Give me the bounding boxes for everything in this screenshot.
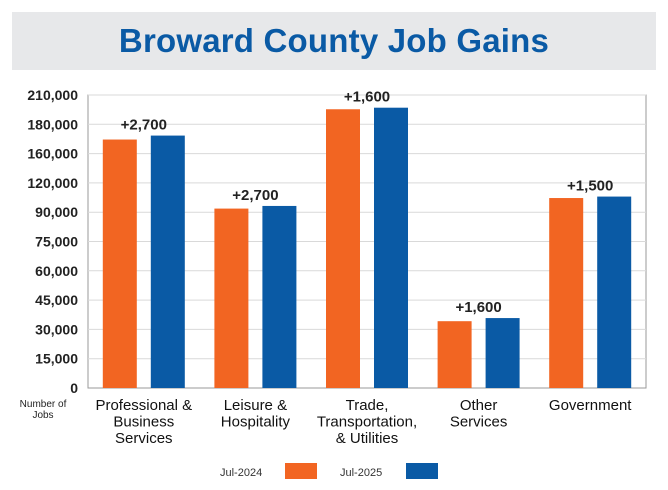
- y-tick-label: 60,000: [35, 263, 78, 279]
- y-axis-label: Number of Jobs: [19, 399, 67, 421]
- y-tick-label: 160,000: [27, 146, 78, 162]
- y-tick-label: 0: [70, 380, 78, 396]
- bar-annotation: +1,600: [344, 89, 390, 106]
- title-bar: Broward County Job Gains: [12, 12, 656, 70]
- bar-jul-2024: [326, 109, 360, 388]
- x-category-label-line: Trade,: [346, 397, 389, 414]
- legend-swatch-jul-2024: [285, 463, 317, 479]
- bar-annotation: +1,600: [455, 299, 501, 316]
- x-category-label-line: Services: [115, 430, 173, 447]
- legend-swatch-jul-2025: [406, 463, 438, 479]
- y-tick-label: 210,000: [27, 87, 78, 103]
- bar-jul-2025: [485, 318, 520, 388]
- bar-jul-2025: [150, 135, 185, 388]
- y-tick-label: 180,000: [27, 116, 78, 132]
- bar-jul-2024: [214, 208, 249, 388]
- x-category-label-line: Professional &: [95, 397, 192, 414]
- bar-annotation: +2,700: [121, 117, 167, 134]
- x-category-label-line: Business: [113, 414, 174, 431]
- x-category-label-line: & Utilities: [336, 430, 399, 447]
- x-category-label: Leisure & Hospitality: [221, 397, 291, 431]
- bar-jul-2025: [374, 107, 408, 389]
- x-category-label-line: Government: [549, 397, 632, 414]
- y-tick-label: 120,000: [27, 175, 78, 191]
- y-tick-label: 15,000: [35, 351, 78, 367]
- x-category-label: Government: [549, 397, 632, 414]
- bar-jul-2025: [262, 205, 297, 388]
- x-category-label-line: Transportation,: [317, 414, 417, 431]
- x-category-label: Trade, Transportation, & Utilities: [317, 397, 417, 447]
- x-category-label-line: Services: [450, 414, 508, 431]
- x-category-label: Professional & Business Services: [95, 397, 192, 447]
- bar-annotation: +1,500: [567, 178, 613, 195]
- x-category-label: Other Services: [450, 397, 508, 431]
- y-tick-label: 75,000: [35, 234, 78, 250]
- x-category-label-line: Other: [460, 397, 498, 414]
- bar-jul-2024: [549, 198, 584, 388]
- y-tick-label: 90,000: [35, 204, 78, 220]
- legend-label-jul-2025: Jul-2025: [340, 467, 383, 479]
- x-category-label-line: Leisure &: [224, 397, 287, 414]
- bar-annotation: +2,700: [232, 187, 278, 204]
- chart-title: Broward County Job Gains: [118, 22, 550, 59]
- y-tick-label: 45,000: [35, 292, 78, 308]
- x-category-label-line: Hospitality: [221, 414, 291, 431]
- y-tick-label: 30,000: [35, 321, 78, 337]
- legend-label-jul-2024: Jul-2024: [220, 467, 263, 479]
- bar-jul-2024: [437, 321, 472, 388]
- bar-jul-2024: [102, 139, 137, 388]
- legend: Jul-2024 Jul-2025: [0, 460, 668, 484]
- bar-jul-2025: [597, 196, 632, 388]
